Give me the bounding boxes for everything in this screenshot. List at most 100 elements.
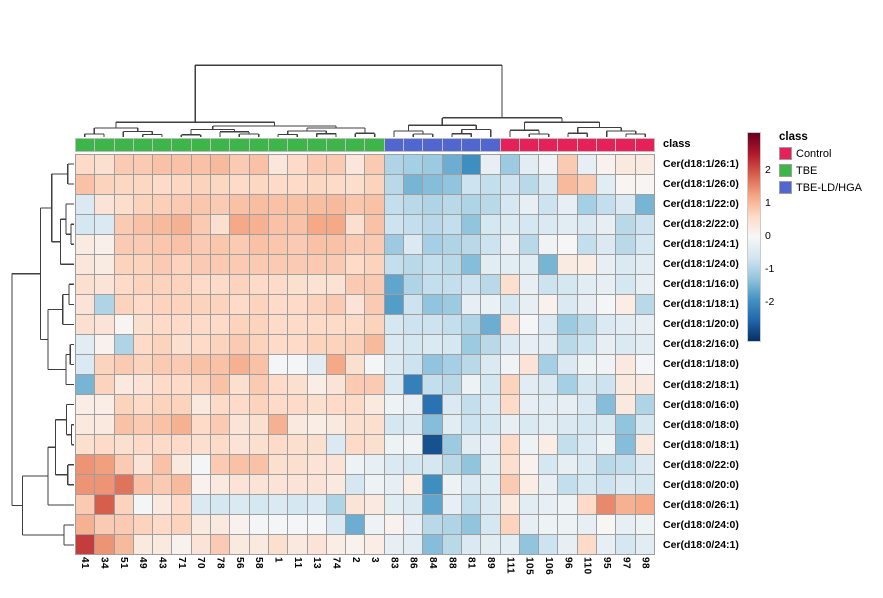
heatmap-cell: [539, 515, 558, 534]
column-label: 41: [79, 557, 91, 570]
heatmap-cell: [519, 355, 539, 374]
heatmap-cell: [307, 155, 326, 174]
heatmap-cell: [307, 255, 326, 274]
heatmap-cell: [230, 315, 249, 334]
class-annotation-cell: [153, 139, 172, 151]
class-annotation-cell: [191, 139, 211, 151]
heatmap-cell: [597, 255, 616, 274]
heatmap-cell: [133, 235, 153, 254]
heatmap-cell: [288, 155, 307, 174]
heatmap-cell: [326, 535, 346, 554]
heatmap-cell: [249, 275, 268, 294]
heatmap-cell: [114, 455, 133, 474]
heatmap-cell: [211, 295, 230, 314]
heatmap-cell: [442, 195, 461, 214]
heatmap-cell: [597, 215, 616, 234]
heatmap-cell: [384, 495, 404, 514]
heatmap-cell: [635, 355, 654, 374]
heatmap-cell: [423, 415, 442, 434]
class-annotation-cell: [133, 139, 153, 151]
heatmap-cell: [577, 535, 597, 554]
class-annotation-cell: [423, 139, 442, 151]
heatmap-cell: [268, 375, 288, 394]
heatmap-cell: [384, 195, 404, 214]
heatmap-cell: [346, 355, 365, 374]
heatmap-cell: [442, 375, 461, 394]
heatmap-cell: [230, 335, 249, 354]
heatmap-cell: [268, 295, 288, 314]
heatmap-cell: [172, 495, 191, 514]
heatmap-cell: [519, 215, 539, 234]
heatmap-cell: [326, 435, 346, 454]
heatmap-cell: [307, 395, 326, 414]
heatmap-cell: [461, 375, 481, 394]
heatmap-cell: [249, 175, 268, 194]
heatmap-cell: [211, 195, 230, 214]
heatmap-cell: [577, 215, 597, 234]
heatmap-cell: [268, 435, 288, 454]
heatmap-cell: [172, 375, 191, 394]
heatmap-cell: [288, 255, 307, 274]
column-label: 88: [446, 557, 458, 570]
heatmap-cell: [481, 195, 500, 214]
heatmap-cell: [384, 235, 404, 254]
heatmap-cell: [249, 235, 268, 254]
heatmap-cell: [114, 235, 133, 254]
heatmap-cell: [230, 515, 249, 534]
heatmap-cell: [558, 395, 577, 414]
heatmap-cell: [249, 315, 268, 334]
heatmap-cell: [191, 335, 211, 354]
heatmap-cell: [384, 275, 404, 294]
class-legend-item: Control: [779, 147, 879, 160]
heatmap-cell: [616, 175, 635, 194]
heatmap-cell: [539, 415, 558, 434]
heatmap-cell: [519, 455, 539, 474]
heatmap-cell: [249, 215, 268, 234]
heatmap-cell: [384, 315, 404, 334]
class-annotation-cell: [230, 139, 249, 151]
heatmap-cell: [577, 155, 597, 174]
heatmap-cell: [404, 315, 423, 334]
heatmap-cell: [635, 235, 654, 254]
column-label: 89: [485, 557, 497, 570]
heatmap-cell: [442, 295, 461, 314]
heatmap-cell: [461, 515, 481, 534]
heatmap-cell: [442, 535, 461, 554]
heatmap-cell: [95, 375, 114, 394]
heatmap-cell: [365, 335, 384, 354]
heatmap-cell: [365, 535, 384, 554]
heatmap-cell: [442, 435, 461, 454]
heatmap-cell: [268, 255, 288, 274]
heatmap-cell: [230, 455, 249, 474]
heatmap-cell: [423, 195, 442, 214]
heatmap-cell: [153, 255, 172, 274]
heatmap-cell: [500, 315, 519, 334]
heatmap-cell: [153, 315, 172, 334]
heatmap-cell: [249, 295, 268, 314]
heatmap-cell: [577, 315, 597, 334]
heatmap-cell: [442, 335, 461, 354]
heatmap-cell: [616, 375, 635, 394]
heatmap-cell: [153, 235, 172, 254]
heatmap-cell: [346, 195, 365, 214]
heatmap-cell: [211, 255, 230, 274]
heatmap-cell: [577, 275, 597, 294]
heatmap-cell: [558, 255, 577, 274]
heatmap-cell: [114, 335, 133, 354]
column-label: 110: [581, 557, 593, 575]
heatmap-cell: [461, 475, 481, 494]
column-label: 78: [214, 557, 226, 570]
class-annotation-cell: [597, 139, 616, 151]
heatmap-cell: [481, 475, 500, 494]
heatmap-cell: [153, 535, 172, 554]
heatmap-cell: [326, 275, 346, 294]
heatmap-cell: [442, 155, 461, 174]
heatmap-cell: [326, 415, 346, 434]
heatmap-cell: [384, 455, 404, 474]
heatmap-cell: [365, 195, 384, 214]
heatmap-cell: [114, 495, 133, 514]
heatmap-cell: [500, 295, 519, 314]
row-label: Cer(d18:0/26:1): [663, 498, 739, 511]
heatmap-cell: [404, 455, 423, 474]
heatmap-cell: [114, 275, 133, 294]
